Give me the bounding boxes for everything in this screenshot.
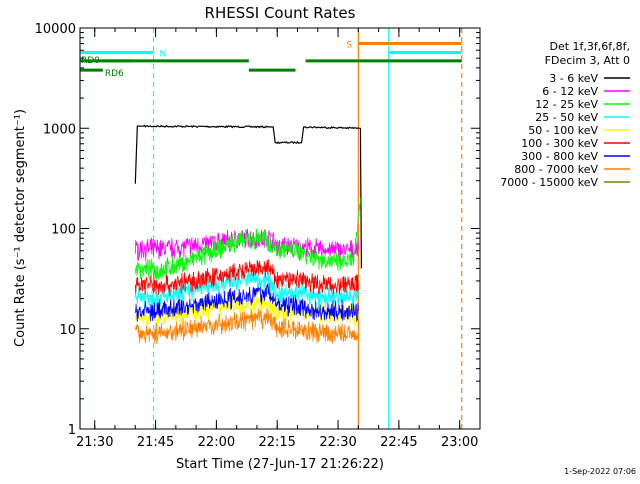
y-tick-label: 1 — [68, 423, 76, 438]
series-12-25-kev — [134, 198, 361, 281]
x-tick-label: 23:00 — [441, 435, 478, 450]
y-tick-label: 10000 — [35, 22, 76, 37]
y-tick-label: 100 — [51, 223, 76, 238]
legend-label: 6 - 12 keV — [542, 85, 598, 98]
x-axis-label: Start Time (27-Jun-17 21:26:22) — [176, 457, 384, 472]
legend-label: 800 - 7000 keV — [514, 163, 598, 176]
timestamp: 1-Sep-2022 07:06 — [564, 467, 636, 476]
legend-label: 12 - 25 keV — [535, 98, 598, 111]
x-tick-label: 22:15 — [258, 435, 295, 450]
flag-label-n: N — [160, 49, 167, 59]
y-tick-label: 10 — [59, 323, 76, 338]
x-tick-label: 22:45 — [380, 435, 417, 450]
series-800-7000-kev — [134, 308, 359, 345]
legend-label: 7000 - 15000 keV — [500, 176, 598, 189]
x-tick-label: 22:00 — [198, 435, 235, 450]
x-tick-label: 21:45 — [137, 435, 174, 450]
legend-label: 3 - 6 keV — [549, 72, 598, 85]
x-tick-label: 22:30 — [319, 435, 356, 450]
flag-label-s: S — [346, 41, 352, 51]
x-tick-label: 21:30 — [76, 435, 113, 450]
chart-title: RHESSI Count Rates — [205, 4, 356, 22]
legend-label: 100 - 300 keV — [521, 137, 598, 150]
series-3-6-kev — [134, 124, 362, 269]
y-tick-label: 1000 — [43, 122, 76, 137]
series-6-12-kev — [134, 228, 359, 262]
flag-label-rd6: RD6 — [105, 69, 124, 79]
flag-label-rd0: RD0 — [81, 56, 100, 66]
legend-header-0: Det 1f,3f,6f,8f, — [549, 40, 630, 53]
series-100-300-kev — [134, 258, 359, 297]
series-300-800-kev — [134, 282, 359, 322]
legend-label: 300 - 800 keV — [521, 150, 598, 163]
legend-header-1: FDecim 3, Att 0 — [545, 54, 630, 67]
series-25-50-kev — [134, 269, 359, 310]
plot-frame — [79, 27, 481, 430]
legend-label: 50 - 100 keV — [528, 124, 598, 137]
legend-label: 25 - 50 keV — [535, 111, 598, 124]
y-axis-label: Count Rate (s⁻¹ detector segment⁻¹) — [13, 109, 28, 347]
